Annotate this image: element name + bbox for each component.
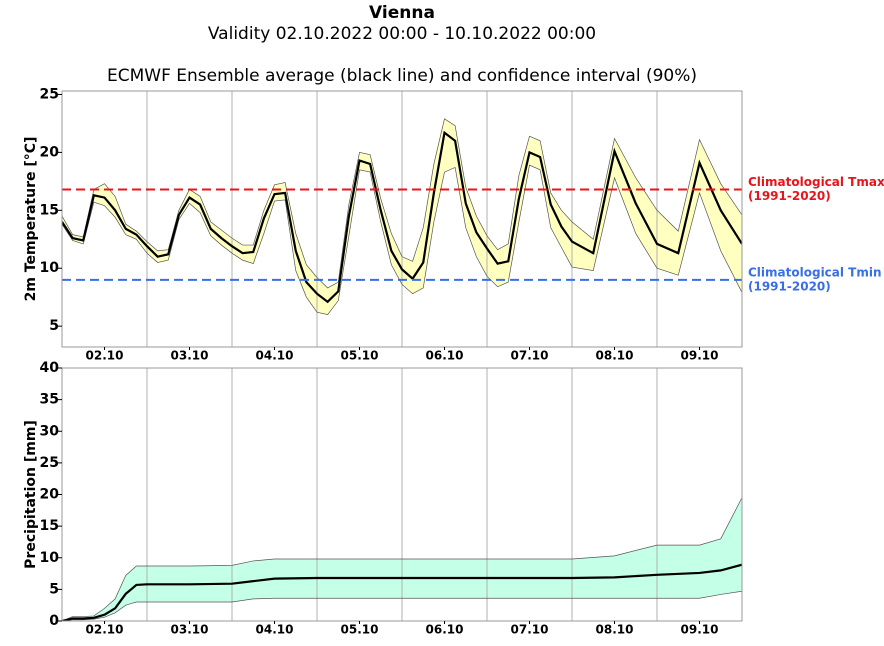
reference-label: Climatological Tmax [748,175,884,189]
band-lower [62,590,742,621]
y-tick-label: 35 [40,392,59,408]
x-tick-label: 07.10 [511,349,549,363]
x-tick-label: 04.10 [256,623,294,637]
y-tick-label: 25 [40,455,59,471]
y-tick-label: 5 [49,581,59,597]
y-tick-label: 40 [40,360,60,376]
x-tick-label: 02.10 [86,623,124,637]
y-tick-label: 25 [40,86,59,102]
plot-frame [61,90,743,348]
y-tick-label: 30 [40,423,60,439]
mean-line [62,130,742,304]
plot-area [62,368,742,621]
y-tick-label: 15 [40,518,59,534]
reference-label: (1991-2020) [748,279,831,293]
y-tick-label: 20 [40,144,60,160]
chart-caption: ECMWF Ensemble average (black line) and … [107,66,697,86]
x-tick-label: 08.10 [596,349,634,363]
x-tick-label: 02.10 [86,349,124,363]
x-tick-label: 09.10 [681,349,719,363]
x-tick-label: 05.10 [341,623,379,637]
reference-label: Climatological Tmin [748,265,882,279]
chart-subtitle: Validity 02.10.2022 00:00 - 10.10.2022 0… [208,24,596,44]
y-tick-label: 0 [49,613,59,629]
chart-title: Vienna [369,3,435,23]
x-tick-label: 09.10 [681,623,719,637]
y-axis-label: 2m Temperature [°C] [23,137,39,302]
x-tick-label: 06.10 [426,623,464,637]
band-upper [62,118,742,289]
x-tick-label: 07.10 [511,623,549,637]
band-upper [62,497,742,621]
y-tick-label: 15 [40,202,59,218]
x-tick-label: 06.10 [426,349,464,363]
y-tick-label: 10 [40,260,60,276]
x-tick-label: 08.10 [596,623,634,637]
x-tick-label: 03.10 [171,623,209,637]
mean-line [62,563,742,621]
reference-label: (1991-2020) [748,189,831,203]
plot-area [62,91,742,347]
y-axis-label: Precipitation [mm] [23,420,39,569]
band-lower [62,164,742,315]
y-tick-label: 5 [49,318,59,334]
y-tick-label: 10 [40,550,60,566]
x-tick-label: 03.10 [171,349,209,363]
x-tick-label: 04.10 [256,349,294,363]
y-tick-label: 20 [40,487,60,503]
x-tick-label: 05.10 [341,349,379,363]
